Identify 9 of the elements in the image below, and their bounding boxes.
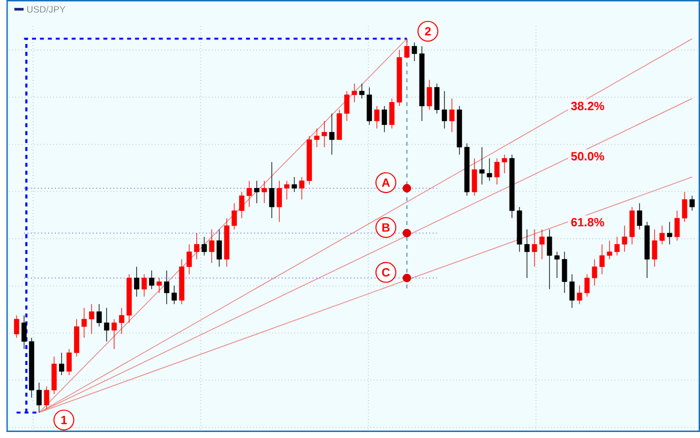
annotation: C [382,268,390,276]
text: 2 [425,26,431,36]
annotation: B [382,223,390,232]
text: USD/JPY [27,6,66,12]
annotation: A [382,178,390,187]
annotation: 38.2% [571,102,604,110]
annotation: 50.0% [571,152,604,160]
annotation: 61.8% [571,218,604,226]
text: 1 [61,416,67,424]
